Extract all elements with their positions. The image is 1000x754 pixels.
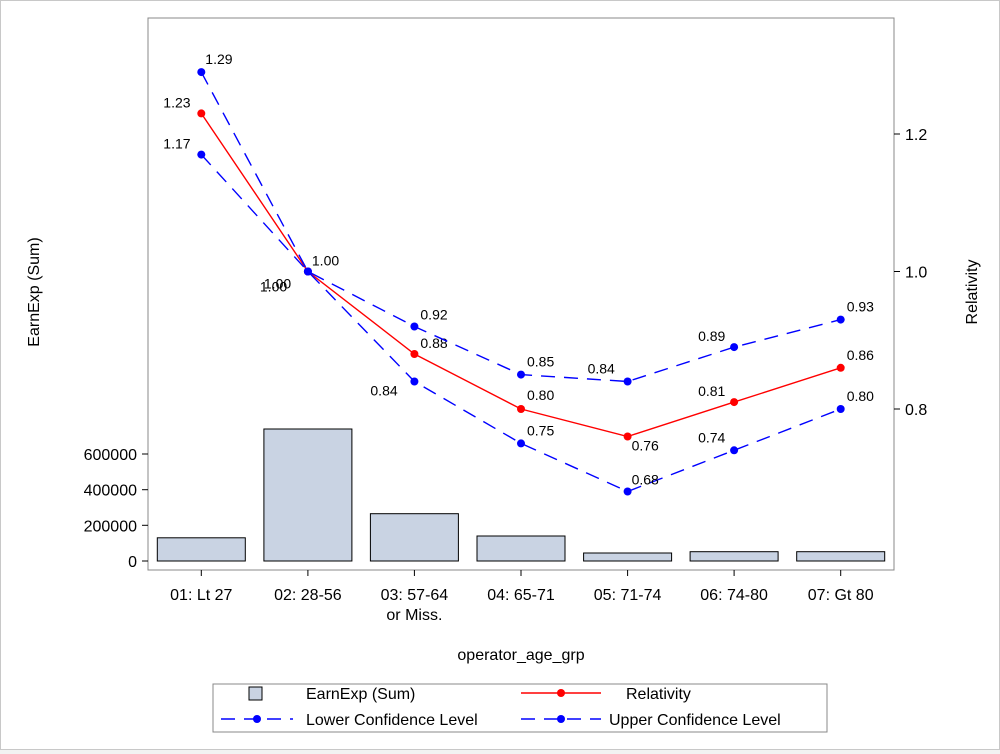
legend-label-relativity: Relativity bbox=[626, 686, 691, 703]
marker-upper-confidence-level bbox=[303, 267, 312, 276]
data-label-upper-confidence-level: 0.85 bbox=[527, 354, 554, 370]
x-axis-title: operator_age_grp bbox=[457, 647, 584, 664]
legend-label-earnexp: EarnExp (Sum) bbox=[306, 686, 415, 703]
right-axis: 0.8 1.0 1.2 bbox=[894, 127, 927, 419]
marker-relativity bbox=[410, 350, 419, 358]
data-label-relativity: 0.88 bbox=[420, 335, 447, 351]
x-tick-label-01-lt-27: 01: Lt 27 bbox=[170, 587, 232, 604]
marker-lower-confidence-level bbox=[517, 439, 525, 448]
data-label-lower-confidence-level: 0.75 bbox=[527, 422, 554, 438]
data-label-upper-confidence-level: 1.00 bbox=[312, 253, 339, 269]
data-label-relativity: 0.81 bbox=[698, 383, 725, 399]
data-label-relativity: 0.76 bbox=[632, 438, 659, 454]
marker-relativity bbox=[730, 398, 739, 407]
bar-06-74-80 bbox=[689, 551, 779, 562]
y-left-tick-label: 0 bbox=[128, 554, 137, 571]
data-label-lower-confidence-level: 0.68 bbox=[632, 472, 659, 488]
marker-lower-confidence-level bbox=[197, 150, 206, 159]
lines-layer: 1.23 1.00 0.88 0.80 0.76 0.81 0.86 1.17 1.00 0.84… bbox=[163, 51, 874, 496]
marker-upper-confidence-level bbox=[836, 315, 845, 324]
marker-lower-confidence-level bbox=[730, 446, 739, 455]
marker-lower-confidence-level bbox=[836, 405, 845, 413]
data-label-relativity: 1.00 bbox=[260, 279, 287, 295]
bar-01-lt-27 bbox=[156, 537, 246, 562]
x-tick-label-04-65-71: 04: 65-71 bbox=[487, 587, 555, 604]
data-label-relativity: 0.86 bbox=[847, 347, 874, 363]
x-axis: 01: Lt 27 02: 28-56 03: 57-64 or Miss. 04: 6… bbox=[170, 570, 874, 624]
data-label-relativity: 1.23 bbox=[163, 94, 190, 110]
legend-box bbox=[212, 683, 828, 733]
y-left-tick-label: 400000 bbox=[84, 483, 137, 500]
legend-relativity-marker bbox=[557, 689, 565, 697]
marker-relativity bbox=[836, 363, 845, 372]
marker-relativity bbox=[517, 405, 525, 413]
data-label-lower-confidence-level: 0.74 bbox=[698, 429, 725, 445]
y-right-tick-label: 0.8 bbox=[905, 402, 927, 419]
marker-upper-confidence-level bbox=[517, 370, 525, 379]
y-right-axis-title: Relativity bbox=[964, 260, 981, 325]
data-label-upper-confidence-level: 0.84 bbox=[588, 361, 615, 377]
marker-lower-confidence-level bbox=[410, 377, 419, 386]
data-label-upper-confidence-level: 0.89 bbox=[698, 328, 725, 344]
data-label-upper-confidence-level: 0.92 bbox=[420, 307, 447, 323]
legend-lower-marker bbox=[253, 715, 261, 723]
data-label-lower-confidence-level: 0.80 bbox=[847, 388, 874, 404]
y-left-axis-title: EarnExp (Sum) bbox=[26, 237, 43, 346]
marker-upper-confidence-level bbox=[197, 68, 206, 77]
marker-lower-confidence-level bbox=[623, 487, 632, 496]
x-tick-label-06-74-80: 06: 74-80 bbox=[700, 587, 768, 604]
marker-relativity bbox=[623, 432, 632, 441]
legend-label-lower: Lower Confidence Level bbox=[306, 712, 478, 729]
marker-upper-confidence-level bbox=[730, 343, 739, 352]
marker-upper-confidence-level bbox=[623, 377, 632, 386]
x-tick-label-03-57-64-or-miss: 03: 57-64 or Miss. bbox=[381, 587, 449, 624]
data-label-lower-confidence-level: 1.17 bbox=[163, 136, 190, 152]
bar-02-28-56 bbox=[263, 428, 353, 562]
y-left-tick-label: 200000 bbox=[84, 518, 137, 535]
x-tick-label-02-28-56: 02: 28-56 bbox=[274, 587, 342, 604]
legend-bar-swatch bbox=[248, 686, 263, 701]
y-right-tick-label: 1.0 bbox=[905, 265, 927, 282]
bar-03-57-64-or-miss bbox=[369, 513, 459, 562]
bar-07-gt-80 bbox=[796, 551, 886, 562]
data-label-lower-confidence-level: 0.84 bbox=[370, 383, 397, 399]
x-tick-label-05-71-74: 05: 71-74 bbox=[594, 587, 662, 604]
legend-upper-marker bbox=[557, 715, 565, 723]
marker-upper-confidence-level bbox=[410, 322, 419, 331]
data-label-upper-confidence-level: 1.29 bbox=[205, 51, 232, 67]
y-right-tick-label: 1.2 bbox=[905, 127, 927, 144]
left-axis: 0 200000 400000 600000 bbox=[84, 447, 148, 571]
legend-label-upper: Upper Confidence Level bbox=[609, 712, 781, 729]
marker-relativity bbox=[197, 109, 206, 118]
data-label-relativity: 0.80 bbox=[527, 387, 554, 403]
x-tick-label-07-gt-80: 07: Gt 80 bbox=[808, 587, 874, 604]
bar-05-71-74 bbox=[583, 552, 673, 562]
legend: EarnExp (Sum) Relativity Lower Confidenc… bbox=[212, 683, 828, 733]
bar-04-65-71 bbox=[476, 535, 566, 562]
y-left-tick-label: 600000 bbox=[84, 447, 137, 464]
bars-layer bbox=[156, 428, 886, 562]
data-label-lower-confidence-level: 1.00 bbox=[264, 276, 291, 292]
data-label-upper-confidence-level: 0.93 bbox=[847, 299, 874, 315]
